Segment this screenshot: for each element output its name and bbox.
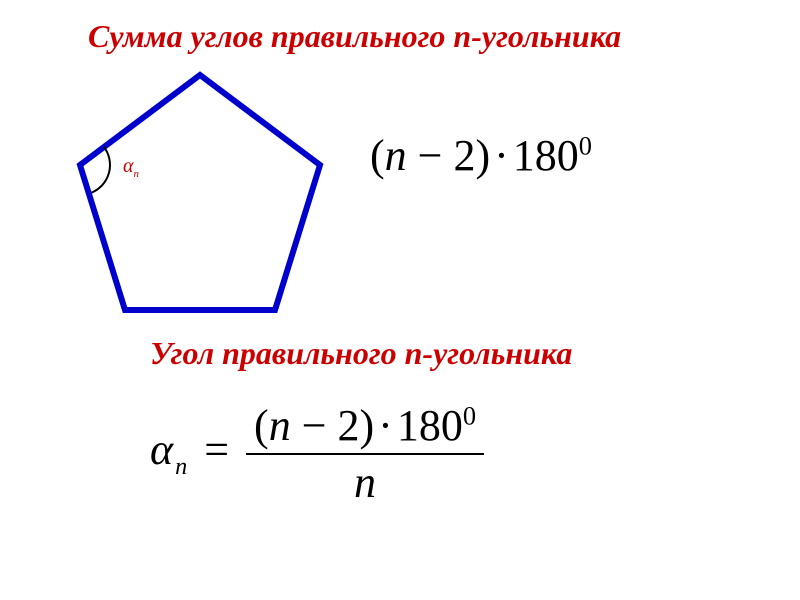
title2-n: n: [405, 335, 423, 371]
f2-alpha: α: [150, 425, 173, 474]
f1-var: n: [385, 131, 407, 180]
title1-n: n: [453, 18, 471, 54]
f2-numerator: (n − 2)·1800: [246, 400, 484, 453]
title2-after: -угольника: [422, 335, 572, 371]
f2-eq: =: [198, 425, 246, 474]
f2-fraction: (n − 2)·1800 n: [246, 400, 484, 508]
title-angle: Угол правильного n-угольника: [150, 335, 572, 372]
f1-open: (: [370, 131, 385, 180]
title1-before: Сумма углов правильного: [88, 18, 453, 54]
f2-num-var: n: [269, 401, 291, 450]
f2-num-open: (: [254, 401, 269, 450]
title-sum-angles: Сумма углов правильного n-угольника: [88, 18, 621, 55]
formula-sum: (n − 2)·1800: [370, 130, 592, 181]
pentagon-diagram: [70, 65, 330, 320]
angle-alpha: α: [123, 155, 134, 177]
f2-num-c2: 180: [397, 401, 463, 450]
f1-sup: 0: [579, 130, 592, 160]
f1-close: ): [475, 131, 490, 180]
f2-num-c1: 2: [338, 401, 360, 450]
f2-num-dot: ·: [374, 401, 397, 450]
f2-num-minus: −: [291, 401, 338, 450]
f1-minus: −: [407, 131, 454, 180]
angle-label: αn: [123, 155, 139, 180]
f1-dot: ·: [490, 131, 513, 180]
formula-angle: αn = (n − 2)·1800 n: [150, 400, 484, 508]
f2-alpha-sub: n: [173, 453, 187, 480]
f2-denominator: n: [246, 455, 484, 508]
f2-num-close: ): [360, 401, 375, 450]
pentagon-svg: [70, 65, 330, 320]
f1-c2: 180: [513, 131, 579, 180]
f1-c1: 2: [453, 131, 475, 180]
angle-sub: n: [134, 168, 140, 180]
pentagon-shape: [80, 75, 320, 310]
title1-after: -угольника: [471, 18, 621, 54]
f2-num-sup: 0: [463, 400, 476, 430]
title2-before: Угол правильного: [150, 335, 405, 371]
